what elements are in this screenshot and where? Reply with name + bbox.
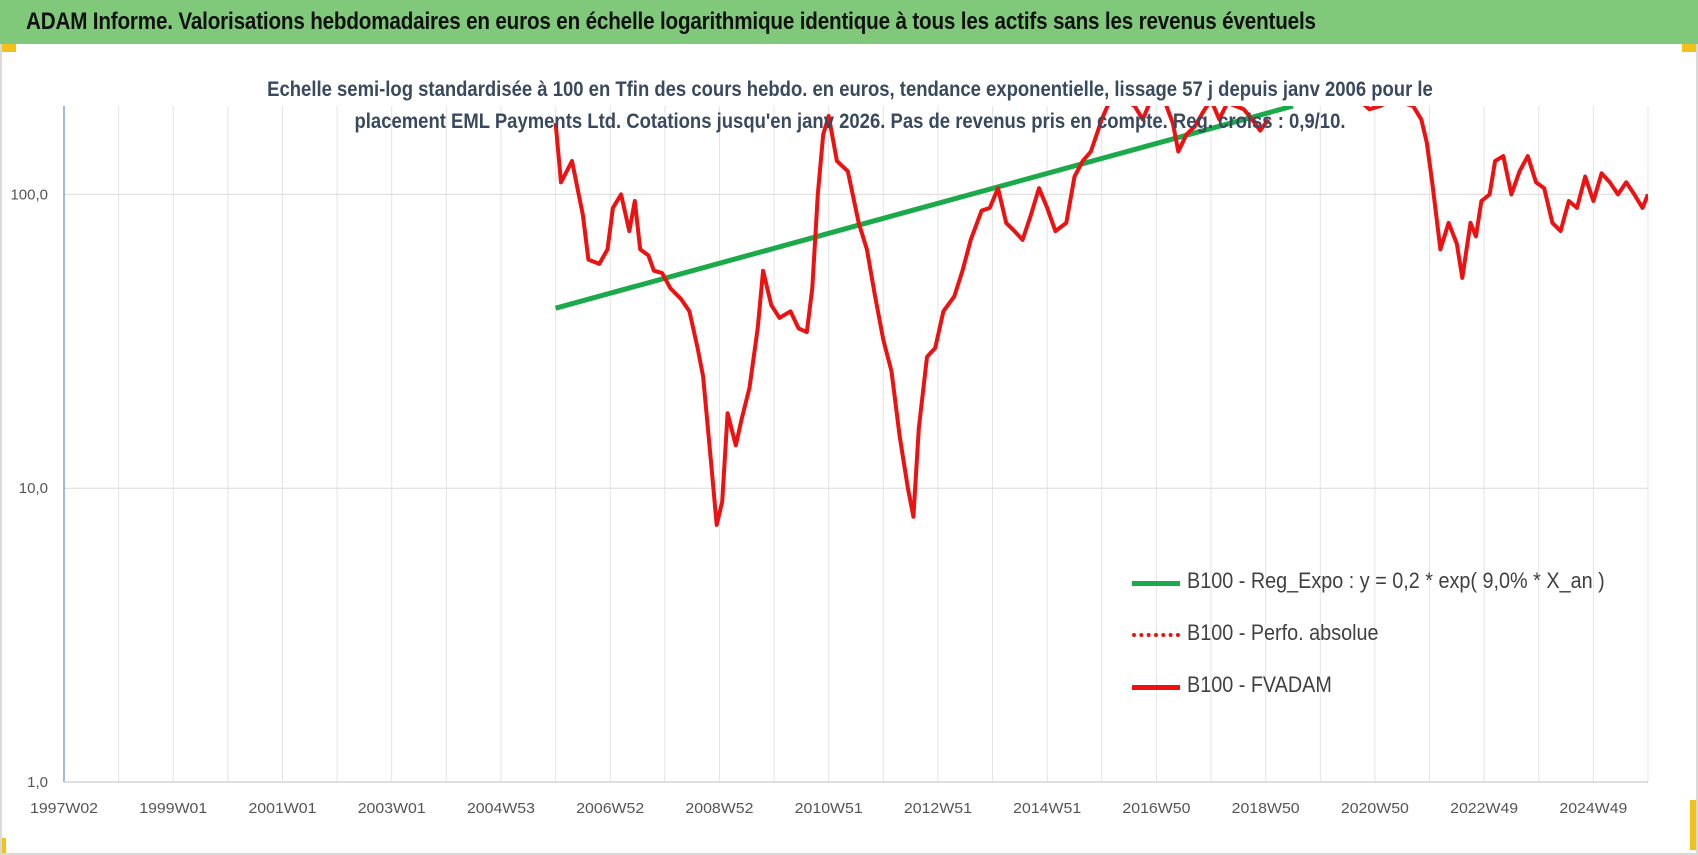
series-group bbox=[553, 106, 1648, 527]
series-line-fvadam-2 bbox=[1362, 106, 1648, 280]
legend-swatch-regression bbox=[1132, 581, 1180, 586]
legend-swatch-perfo bbox=[1132, 633, 1180, 637]
corner-marker-top-right bbox=[1682, 44, 1698, 52]
x-tick-label: 2024W49 bbox=[1559, 800, 1627, 817]
corner-marker-top-left bbox=[0, 44, 16, 52]
legend-swatch-fvadam bbox=[1132, 685, 1180, 690]
chart-frame bbox=[0, 44, 1698, 855]
chart-title-line-2: placement EML Payments Ltd. Cotations ju… bbox=[354, 110, 1346, 133]
x-tick-label: 2003W01 bbox=[358, 800, 426, 817]
x-tick-label: 2012W51 bbox=[904, 800, 972, 817]
legend-label-perfo: B100 - Perfo. absolue bbox=[1187, 620, 1379, 645]
x-tick-label: 2020W50 bbox=[1341, 800, 1409, 817]
x-tick-label: 2018W50 bbox=[1232, 800, 1300, 817]
x-tick-label: 1999W01 bbox=[139, 800, 207, 817]
corner-marker-bottom-left bbox=[0, 838, 6, 855]
chart-title: Echelle semi-log standardisée à 100 en T… bbox=[180, 74, 1520, 138]
corner-marker-bottom-right bbox=[1690, 800, 1696, 850]
x-tick-label: 2014W51 bbox=[1013, 800, 1081, 817]
header-title: ADAM Informe. Valorisations hebdomadaire… bbox=[26, 8, 1316, 35]
legend-label-fvadam: B100 - FVADAM bbox=[1187, 672, 1332, 697]
x-tick-label: 1997W02 bbox=[30, 800, 98, 817]
series-line-regression bbox=[554, 106, 1294, 311]
x-tick-label: 2004W53 bbox=[467, 800, 535, 817]
x-tick-label: 2022W49 bbox=[1450, 800, 1518, 817]
y-tick-label: 100,0 bbox=[10, 186, 48, 203]
y-tick-label: 1,0 bbox=[27, 774, 48, 791]
x-tick-label: 2001W01 bbox=[248, 800, 316, 817]
x-tick-label: 2006W52 bbox=[576, 800, 644, 817]
y-tick-label: 10,0 bbox=[19, 480, 48, 497]
legend-label-regression: B100 - Reg_Expo : y = 0,2 * exp( 9,0% * … bbox=[1187, 568, 1605, 593]
header-bar: ADAM Informe. Valorisations hebdomadaire… bbox=[0, 0, 1698, 44]
x-tick-label: 2016W50 bbox=[1122, 800, 1190, 817]
x-tick-label: 2010W51 bbox=[795, 800, 863, 817]
series-line-fvadam-1 bbox=[553, 106, 1271, 527]
x-tick-label: 2008W52 bbox=[685, 800, 753, 817]
chart-title-line-1: Echelle semi-log standardisée à 100 en T… bbox=[267, 78, 1433, 101]
